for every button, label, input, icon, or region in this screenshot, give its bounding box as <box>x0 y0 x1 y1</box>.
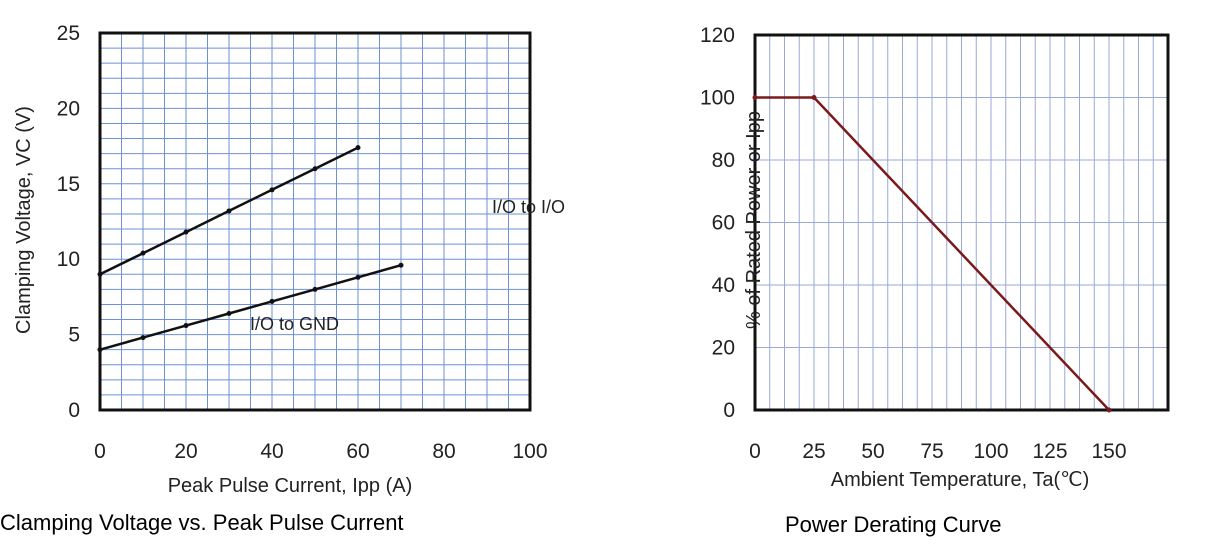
x-tick-label: 75 <box>920 440 943 463</box>
y-tick-label: 25 <box>57 22 80 45</box>
x-tick-label: 40 <box>260 440 283 463</box>
caption-left: Clamping Voltage vs. Peak Pulse Current <box>0 510 404 535</box>
x-tick-label: 125 <box>1032 440 1067 463</box>
data-point <box>140 335 146 341</box>
series-annotation: I/O to I/O <box>492 197 565 217</box>
y-tick-label: 100 <box>700 87 735 110</box>
data-point <box>312 166 318 172</box>
y-tick-label: 0 <box>723 399 735 422</box>
series-line <box>99 263 402 351</box>
data-point <box>226 208 232 214</box>
data-point <box>140 250 146 256</box>
x-tick-label: 0 <box>94 440 106 463</box>
data-point <box>811 95 817 100</box>
y-tick-label: 60 <box>712 212 735 235</box>
data-point <box>398 262 404 268</box>
data-point <box>312 286 318 292</box>
power-derating-chart: 0 25 50 75 100 125 150 0 20 40 60 80 100 120 Ambient T… <box>700 24 1170 491</box>
x-tick-label: 0 <box>749 440 761 463</box>
plot-frame <box>753 33 1170 412</box>
y-tick-label: 15 <box>57 173 80 196</box>
data-point <box>269 298 275 304</box>
data-point <box>355 274 361 280</box>
data-point <box>226 310 232 316</box>
data-point <box>183 229 189 235</box>
x-tick-label: 60 <box>346 440 369 463</box>
clamping-voltage-chart: 0 20 40 60 80 100 0 5 10 15 20 25 Peak Pulse Current… <box>13 22 565 497</box>
y-axis-title: % of Rated Power or Ipp <box>743 111 765 329</box>
x-tick-label: 50 <box>861 440 884 463</box>
plot-frame <box>98 31 532 412</box>
data-point <box>1106 407 1112 413</box>
caption-right: Power Derating Curve <box>785 512 1002 537</box>
data-point <box>269 187 275 193</box>
data-point <box>97 347 103 353</box>
x-tick-label: 80 <box>432 440 455 463</box>
y-tick-label: 40 <box>712 274 735 297</box>
y-axis-title: Clamping Voltage, VC (V) <box>13 106 35 334</box>
data-point <box>752 95 758 100</box>
series-annotation: I/O to GND <box>250 314 339 334</box>
x-tick-label: 150 <box>1091 440 1126 463</box>
y-tick-label: 20 <box>712 337 735 360</box>
x-axis-title: Peak Pulse Current, Ipp (A) <box>168 475 413 497</box>
x-axis-title: Ambient Temperature, Ta(℃) <box>831 469 1090 491</box>
data-point <box>97 271 103 277</box>
y-tick-label: 0 <box>68 399 80 422</box>
y-tick-label: 10 <box>57 248 80 271</box>
x-tick-label: 25 <box>802 440 825 463</box>
data-point <box>355 145 361 151</box>
y-tick-label: 5 <box>68 324 80 347</box>
y-tick-label: 120 <box>700 24 735 47</box>
x-tick-label: 20 <box>174 440 197 463</box>
x-tick-label: 100 <box>973 440 1008 463</box>
x-tick-label: 100 <box>512 440 547 463</box>
y-tick-label: 80 <box>712 149 735 172</box>
data-point <box>183 323 189 329</box>
y-tick-label: 20 <box>57 97 80 120</box>
